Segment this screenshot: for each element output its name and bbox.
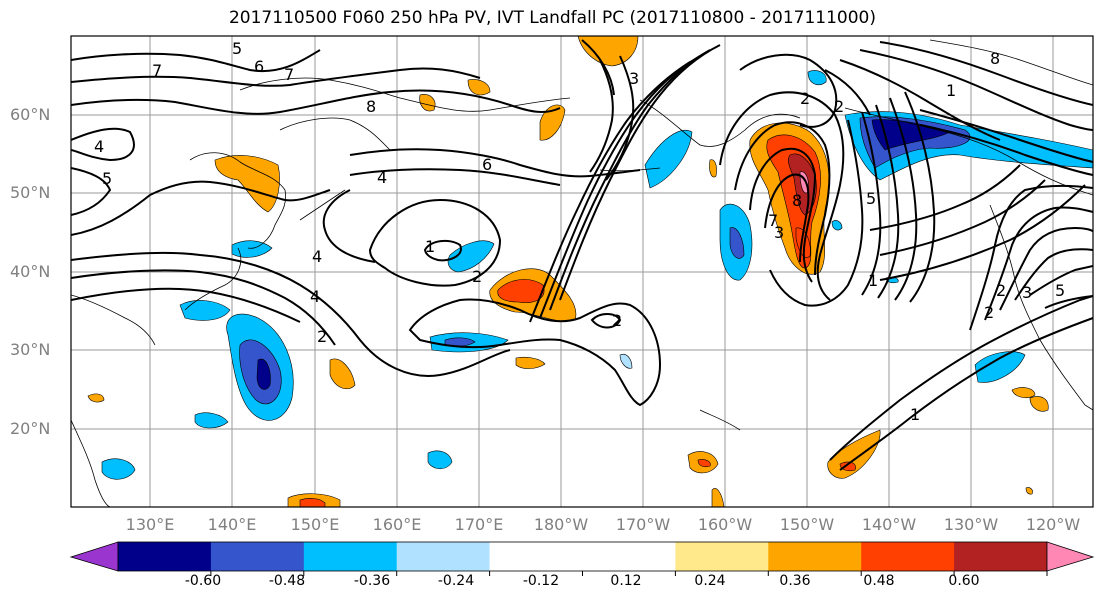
lon-label: 150°E: [290, 515, 340, 534]
contour-label: 2: [472, 267, 482, 286]
colorbar-tick-label: -0.60: [184, 573, 222, 589]
colorbar-tick-label: 0.36: [779, 573, 811, 589]
colorbar: [69, 541, 1095, 576]
colorbar-extend-max: [1046, 541, 1095, 572]
colorbar-cell: [118, 542, 212, 571]
contour-label: 2: [612, 311, 622, 330]
contour-label: 8: [990, 49, 1000, 68]
lat-label: 40°N: [10, 262, 51, 281]
pv-contours: [71, 39, 1093, 471]
contour-label: 4: [310, 287, 320, 306]
lon-label: 160°W: [697, 515, 753, 534]
lat-label: 50°N: [10, 183, 51, 202]
colorbar-cell: [861, 542, 955, 571]
contour-label: 3: [629, 69, 639, 88]
colorbar-tick-label: -0.12: [522, 573, 560, 589]
lon-label: 150°W: [779, 515, 835, 534]
contour-label: 2: [800, 89, 810, 108]
contour-label: 2: [317, 327, 327, 346]
contour-label: 7: [284, 65, 294, 84]
gridlines: [71, 36, 1093, 507]
lon-label: 130°E: [125, 515, 175, 534]
lat-label: 60°N: [10, 105, 51, 124]
contour-label: 3: [1022, 283, 1032, 302]
colorbar-tick-label: -0.36: [353, 573, 391, 589]
lon-label: 120°W: [1025, 515, 1081, 534]
ivt-shading: [87, 36, 1093, 507]
colorbar-cell: [582, 542, 676, 571]
lon-label: 160°E: [372, 515, 422, 534]
contour-label: 8: [366, 97, 376, 116]
contour-label: 5: [102, 169, 112, 188]
colorbar-cell: [768, 542, 862, 571]
contour-labels: 5 6 7 7 8 4 5 4 6 4 1 2 4 2 2 3 2 2 8 5 …: [94, 39, 1065, 424]
colorbar-cell: [675, 542, 769, 571]
lon-label: 140°W: [861, 515, 917, 534]
lon-label: 170°E: [454, 515, 504, 534]
colorbar-cell: [303, 542, 398, 571]
colorbar-tick-label: -0.24: [437, 573, 475, 589]
colorbar-tick-label: 0.48: [863, 573, 895, 589]
contour-label: 1: [946, 81, 956, 100]
lon-label: 180°W: [533, 515, 589, 534]
lat-label: 20°N: [10, 419, 51, 438]
colorbar-tick-label: -0.48: [268, 573, 306, 589]
colorbar-tick-label: 0.24: [694, 573, 726, 589]
contour-label: 7: [152, 61, 162, 80]
colorbar-extend-min: [69, 541, 119, 572]
contour-label: 4: [94, 137, 104, 156]
colorbar-cell: [396, 542, 491, 571]
lon-label: 170°W: [615, 515, 671, 534]
contour-label: 2: [834, 97, 844, 116]
contour-label: 5: [232, 39, 242, 58]
contour-label: 5: [866, 189, 876, 208]
contour-label: 1: [425, 237, 435, 256]
contour-label: 3: [774, 223, 784, 242]
contour-label: 1: [868, 271, 878, 290]
lon-label: 140°E: [207, 515, 257, 534]
contour-label: 8: [792, 191, 802, 210]
contour-label: 2: [984, 303, 994, 322]
contour-label: 6: [254, 57, 264, 76]
lon-label: 130°W: [943, 515, 999, 534]
colorbar-cell: [954, 542, 1048, 571]
contour-label: 7: [768, 211, 778, 230]
contour-label: 4: [377, 168, 387, 187]
contour-label: 5: [1055, 281, 1065, 300]
colorbar-cell: [489, 542, 583, 571]
map-title: 2017110500 F060 250 hPa PV, IVT Landfall…: [228, 8, 876, 28]
colorbar-tick-label: 0.60: [948, 573, 980, 589]
contour-label: 1: [910, 405, 920, 424]
colorbar-cell: [210, 542, 305, 571]
contour-label: 4: [312, 247, 322, 266]
colorbar-tick-label: 0.12: [610, 573, 642, 589]
map-frame: [70, 35, 1094, 508]
contour-label: 2: [996, 281, 1006, 300]
lat-label: 30°N: [10, 340, 51, 359]
contour-label: 6: [482, 155, 492, 174]
